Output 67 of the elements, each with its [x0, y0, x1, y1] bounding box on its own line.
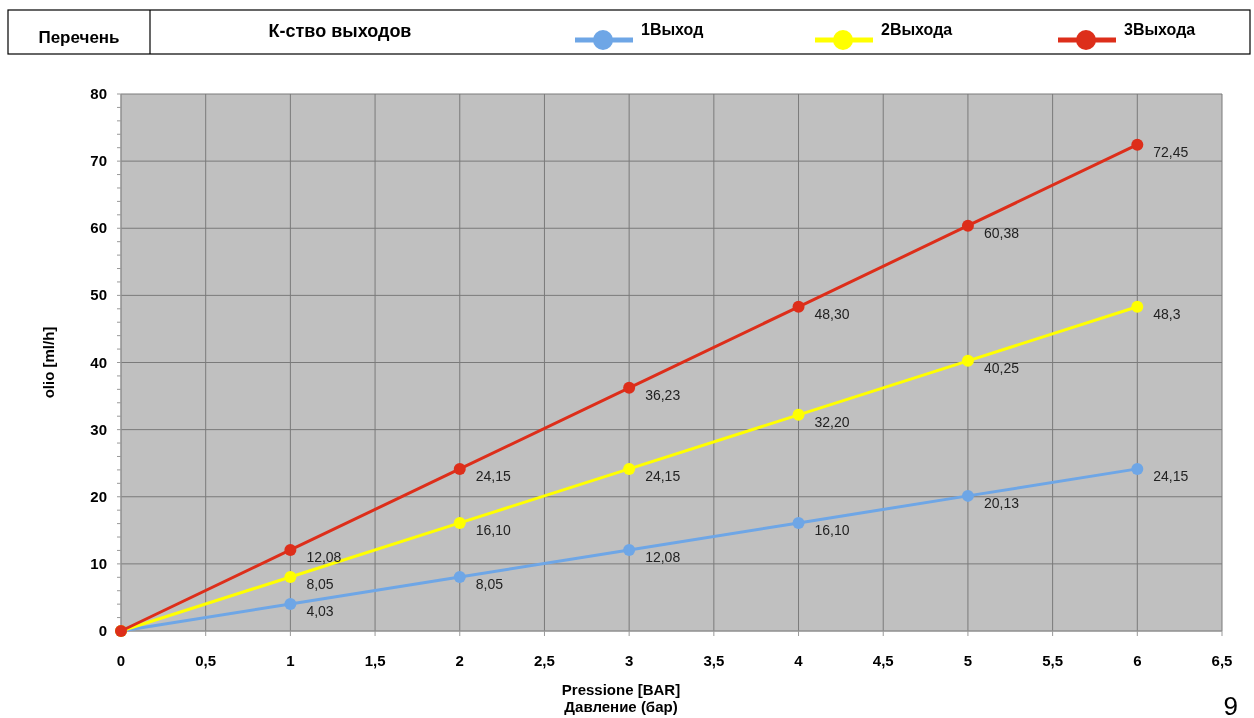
y-tick-label: 40 — [90, 353, 107, 371]
point — [792, 300, 805, 313]
point — [623, 381, 636, 394]
y-tick-label: 20 — [90, 487, 107, 505]
text: 9 — [1223, 691, 1238, 718]
point — [1131, 300, 1144, 313]
y-tick-label: 70 — [90, 152, 107, 170]
point — [623, 543, 636, 556]
data-label: 32,20 — [814, 413, 850, 430]
x-tick-label: 0 — [116, 652, 126, 669]
point — [284, 597, 297, 610]
x-tick-label: 3,5 — [703, 652, 725, 669]
point — [1131, 462, 1144, 475]
point — [284, 570, 297, 583]
y-tick-label: 0 — [98, 622, 107, 639]
x-tick-label: 1,5 — [364, 652, 386, 669]
x-tick-label: 2,5 — [534, 652, 555, 669]
point — [453, 462, 466, 475]
point — [792, 408, 805, 421]
point — [961, 219, 974, 232]
y-tick-label: 60 — [90, 219, 107, 237]
data-label: 20,13 — [983, 494, 1020, 511]
legend-label: 1Выход — [641, 21, 704, 38]
x-tick-label: 6,5 — [1211, 652, 1233, 669]
data-label: 8,05 — [475, 575, 504, 592]
data-label: 36,23 — [645, 386, 681, 403]
y-axis-title: olio [ml/h] — [40, 326, 57, 399]
x-tick-label: 4 — [794, 652, 804, 669]
data-label: 12,08 — [645, 548, 681, 565]
point — [453, 570, 466, 583]
point — [1131, 138, 1144, 151]
data-label: 16,10 — [814, 521, 850, 538]
y-tick-label: 50 — [90, 286, 107, 304]
x-axis-title: Pressione [BAR] Давление (бар) — [561, 681, 681, 715]
legend-label: 3Выхода — [1124, 21, 1196, 38]
data-label: 8,05 — [306, 575, 334, 592]
x-tick-label: 0,5 — [195, 652, 217, 669]
data-label: 24,15 — [1153, 467, 1189, 484]
x-tick-label: 3 — [624, 652, 634, 669]
point — [961, 354, 974, 367]
point — [284, 543, 297, 556]
x-tick-label: 5,5 — [1042, 652, 1064, 669]
y-tick-label: 80 — [90, 85, 107, 102]
data-label: 24,15 — [475, 467, 512, 484]
data-label: 72,45 — [1153, 143, 1189, 160]
data-label: 4,03 — [306, 602, 334, 619]
chart-title: Перечень — [38, 28, 120, 47]
x-tick-label: 4,5 — [872, 652, 894, 669]
x-tick-label: 6 — [1133, 652, 1142, 669]
x-tick-label: 5 — [963, 652, 973, 669]
y-tick-label: 10 — [90, 554, 107, 572]
point — [623, 462, 636, 475]
legend-label: 2Выхода — [881, 21, 953, 38]
x-tick-label: 1 — [286, 652, 295, 669]
point — [453, 516, 466, 529]
data-label: 40,25 — [983, 359, 1020, 376]
data-label: 24,15 — [645, 467, 681, 484]
legend-title: К-ство выходов — [268, 21, 412, 41]
data-label: 48,30 — [814, 305, 850, 322]
data-label: 48,3 — [1153, 305, 1181, 322]
data-label: 60,38 — [983, 224, 1020, 241]
point — [961, 489, 974, 502]
point — [792, 516, 805, 529]
data-label: 12,08 — [306, 548, 342, 565]
x-tick-label: 2 — [455, 652, 464, 669]
y-tick-label: 30 — [90, 420, 107, 438]
data-label: 16,10 — [475, 521, 512, 538]
